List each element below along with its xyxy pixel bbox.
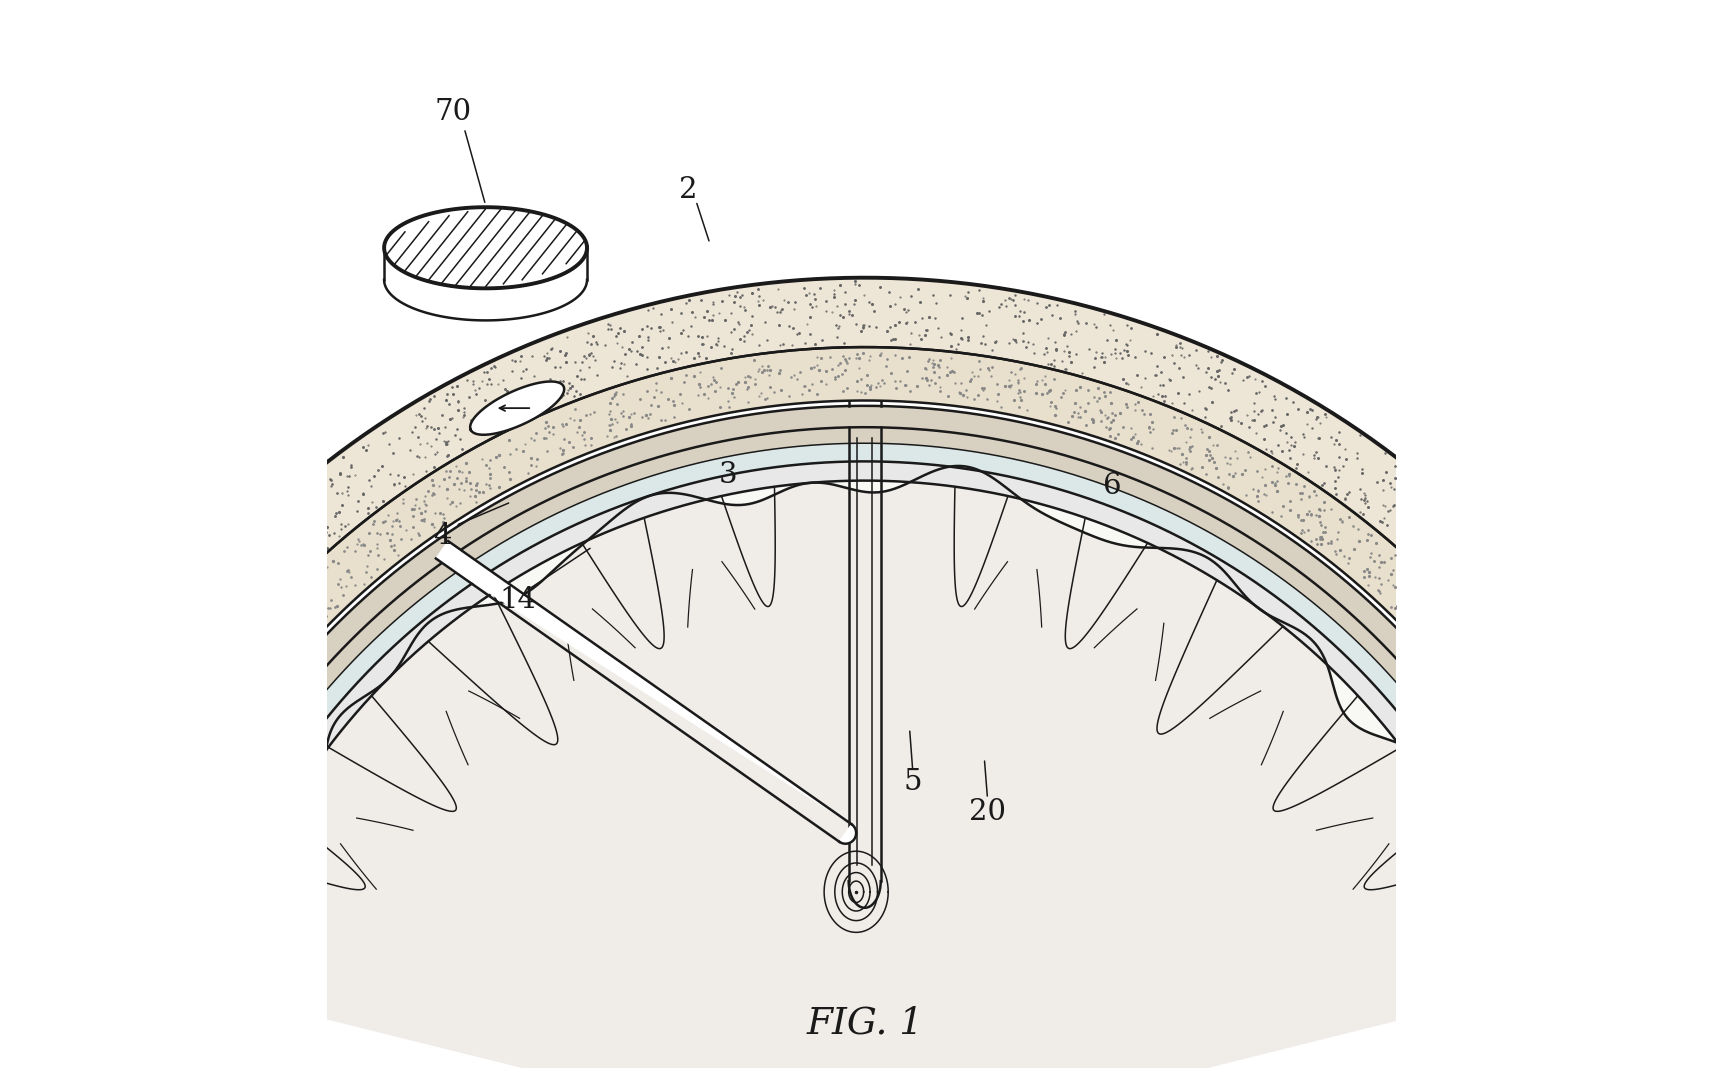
Text: 6: 6: [1103, 472, 1122, 500]
Text: 3: 3: [718, 461, 737, 489]
Text: 5: 5: [903, 768, 922, 796]
Polygon shape: [16, 278, 1714, 958]
Polygon shape: [176, 443, 1554, 986]
Polygon shape: [384, 207, 588, 288]
Polygon shape: [140, 406, 1590, 981]
Text: FIG. 1: FIG. 1: [806, 1005, 924, 1041]
Polygon shape: [83, 347, 1647, 971]
Polygon shape: [214, 466, 1518, 1068]
Polygon shape: [384, 248, 588, 320]
Polygon shape: [193, 461, 1537, 991]
Text: 2: 2: [679, 176, 698, 204]
Text: 14: 14: [500, 586, 536, 614]
Text: 4: 4: [434, 522, 451, 550]
Text: 20: 20: [968, 798, 1006, 826]
Polygon shape: [212, 481, 1518, 1068]
Polygon shape: [436, 541, 856, 844]
Text: 70: 70: [434, 98, 472, 126]
Polygon shape: [470, 381, 563, 435]
